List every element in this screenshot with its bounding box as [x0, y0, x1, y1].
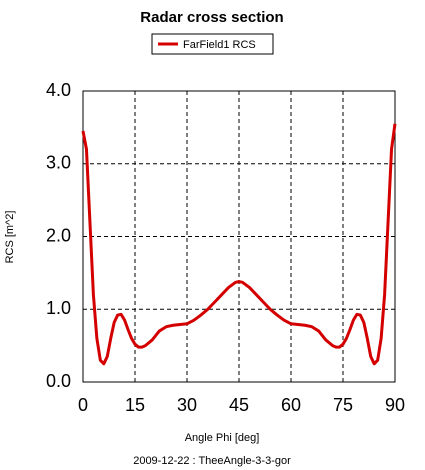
x-tick-label: 60	[281, 395, 301, 415]
y-tick-label: 1.0	[46, 298, 71, 318]
legend-box	[151, 33, 274, 55]
y-tick-label: 4.0	[46, 80, 71, 100]
y-tick-label: 2.0	[46, 225, 71, 245]
y-tick-label: 3.0	[46, 153, 71, 173]
data-line	[81, 123, 397, 366]
x-tick-label: 0	[78, 395, 88, 415]
legend-label: FarField1 RCS	[183, 39, 256, 51]
x-axis-label: Angle Phi [deg]	[185, 432, 260, 444]
y-axis-label: RCS [m^2]	[4, 211, 16, 264]
footer: 2009-12-22 : TheeAngle-3-3-gor	[133, 455, 291, 467]
x-tick-label: 90	[385, 395, 405, 415]
chart-title: Radar cross section	[140, 9, 283, 26]
x-tick-label: 45	[229, 395, 249, 415]
y-tick-label: 0.0	[46, 371, 71, 391]
x-tick-label: 75	[333, 395, 353, 415]
plot-frame	[82, 90, 396, 383]
x-tick-label: 15	[125, 395, 145, 415]
x-tick-label: 30	[177, 395, 197, 415]
